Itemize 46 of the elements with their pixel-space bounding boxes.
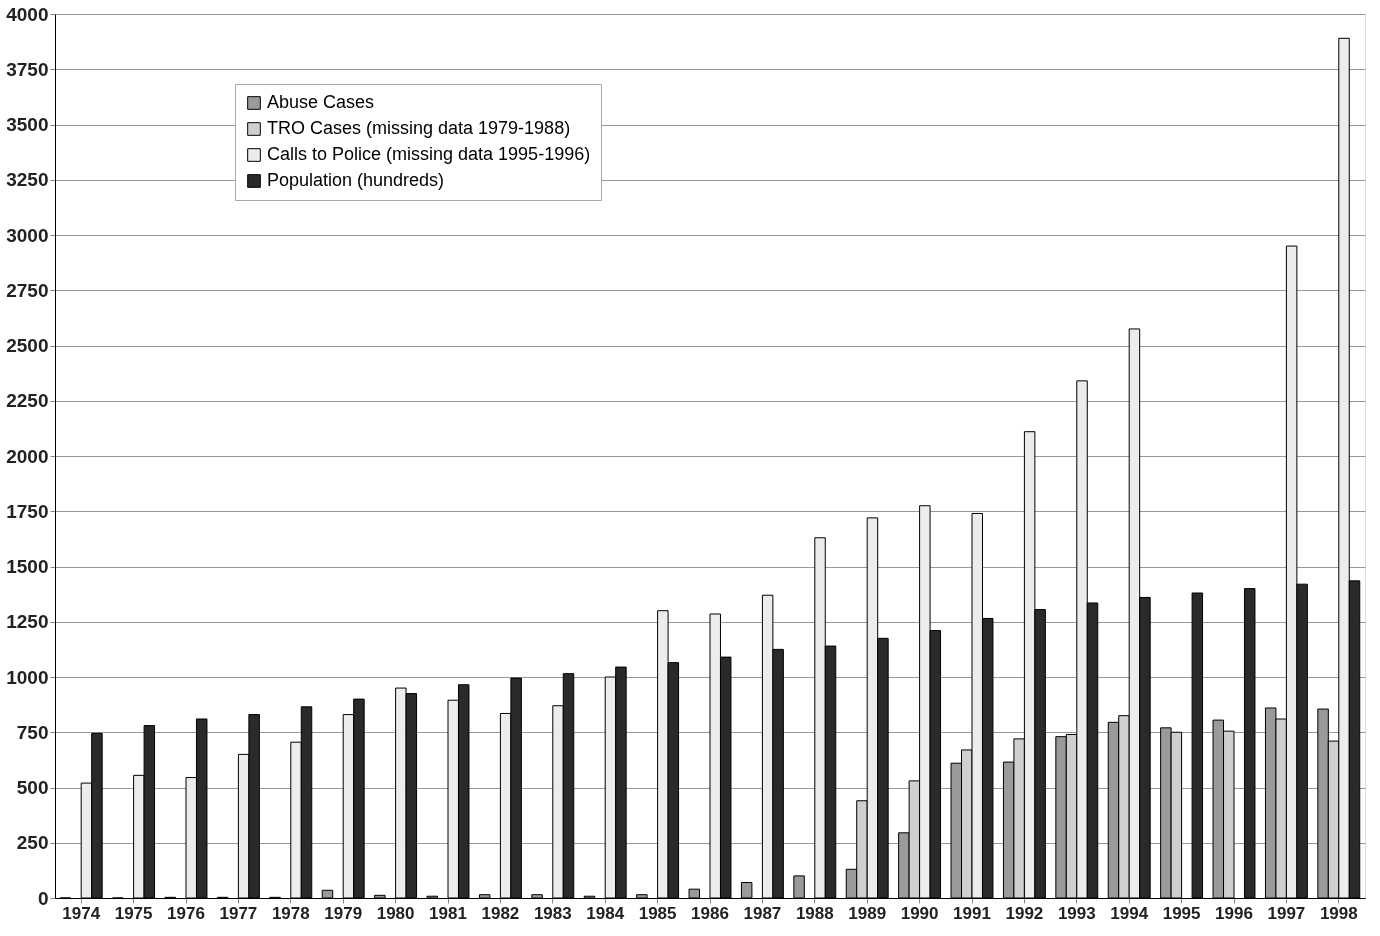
x-tick-label: 1998: [1319, 903, 1358, 923]
x-tick-label: 1980: [376, 903, 415, 923]
x-tick-label: 1986: [691, 903, 729, 923]
x-tick-label: 1977: [219, 903, 258, 923]
x-tick-label: 1983: [533, 903, 572, 923]
x-tick-label: 1995: [1162, 903, 1201, 923]
x-tick-label: 1985: [638, 903, 677, 923]
y-tick-label: 3500: [6, 114, 49, 135]
legend-label: Population (hundreds): [267, 170, 445, 190]
y-tick-label: 750: [16, 721, 49, 743]
y-tick-label: 1500: [6, 556, 49, 577]
x-tick-label: 1989: [848, 903, 887, 923]
y-tick-label: 2750: [6, 279, 49, 301]
x-tick-label: 1984: [586, 903, 625, 923]
x-tick-label: 1988: [795, 903, 834, 923]
x-tick-label: 1990: [900, 903, 939, 923]
y-tick-label: 2000: [6, 445, 49, 467]
y-tick-label: 2250: [6, 390, 49, 412]
x-tick-label: 1979: [324, 903, 363, 923]
legend-label: Abuse Cases: [267, 92, 375, 112]
y-tick-label: 1250: [6, 611, 49, 633]
y-tick-label: 4000: [6, 3, 49, 25]
x-tick-label: 1987: [743, 903, 782, 923]
x-tick-label: 1992: [1005, 903, 1044, 923]
x-tick-label: 1997: [1267, 903, 1306, 923]
x-tick-label: 1974: [62, 903, 101, 923]
y-tick-label: 0: [37, 887, 49, 909]
x-tick-label: 1996: [1215, 903, 1253, 923]
y-tick-label: 3000: [6, 224, 49, 246]
y-tick-label: 250: [16, 832, 49, 854]
x-tick-label: 1991: [953, 903, 991, 923]
y-tick-label: 2500: [6, 335, 49, 356]
x-tick-label: 1978: [271, 903, 310, 923]
x-tick-label: 1981: [429, 903, 467, 923]
y-tick-label: 3250: [6, 169, 49, 191]
x-tick-label: 1975: [114, 903, 153, 923]
x-tick-label: 1976: [167, 903, 205, 923]
legend-label: Calls to Police (missing data 1995-1996): [267, 144, 591, 164]
y-tick-label: 3750: [6, 58, 49, 80]
y-tick-label: 1750: [6, 500, 49, 522]
legend-label: TRO Cases (missing data 1979-1988): [267, 118, 571, 138]
x-tick-label: 1994: [1110, 903, 1149, 923]
x-tick-label: 1982: [481, 903, 520, 923]
y-tick-label: 500: [16, 777, 49, 798]
x-tick-label: 1993: [1057, 903, 1096, 923]
y-tick-label: 1000: [6, 666, 49, 688]
